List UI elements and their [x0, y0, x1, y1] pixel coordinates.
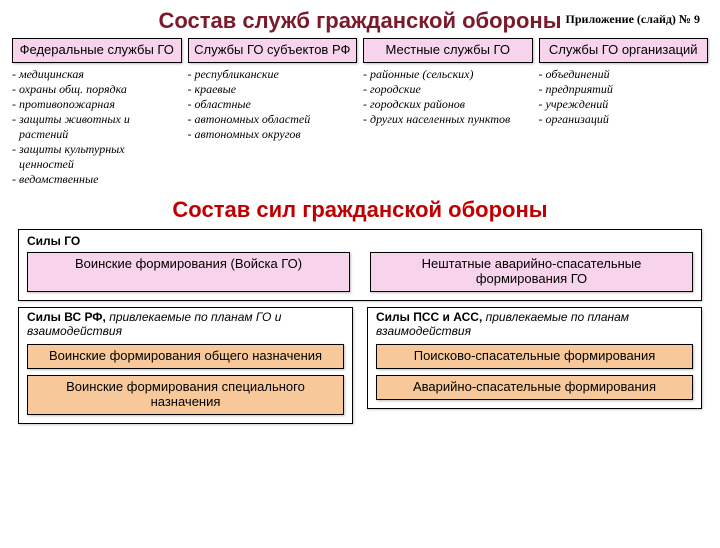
list-item: - республиканские [188, 67, 358, 82]
list-item: - других населенных пунктов [363, 112, 533, 127]
box-vs-common: Воинские формирования общего назначения [27, 344, 344, 369]
box-voinskie-go: Воинские формирования (Войска ГО) [27, 252, 350, 292]
col-local: Местные службы ГО - районные (сельских)-… [363, 38, 533, 187]
forces-go-label-b: Силы ГО [27, 234, 80, 248]
annex-label: Приложение (слайд) № 9 [566, 12, 700, 27]
box-vs-special: Воинские формирования специального назна… [27, 375, 344, 415]
list-item: - объединений [539, 67, 709, 82]
col-subjects: Службы ГО субъектов РФ - республиканские… [188, 38, 358, 187]
list-item: - городские [363, 82, 533, 97]
services-columns: Федеральные службы ГО - медицинская- охр… [0, 34, 720, 187]
box-neshtat: Нештатные аварийно-спасательные формиров… [370, 252, 693, 292]
col-federal: Федеральные службы ГО - медицинская- охр… [12, 38, 182, 187]
lower-left: Силы ВС РФ, привлекаемые по планам ГО и … [18, 307, 353, 424]
forces-vs-label: Силы ВС РФ, привлекаемые по планам ГО и … [27, 310, 344, 338]
forces-pss-stack: Поисково-спасательные формирования Авари… [376, 344, 693, 400]
lower-right: Силы ПСС и АСС, привлекаемые по планам в… [367, 307, 702, 424]
list-item: - защиты животных и растений [12, 112, 182, 142]
forces-vs-label-b: Силы ВС РФ, [27, 310, 106, 324]
hdr-local: Местные службы ГО [363, 38, 533, 63]
forces-pss-label-b: Силы ПСС и АСС, [376, 310, 482, 324]
forces-go-label: Силы ГО [27, 234, 693, 248]
forces-go-row: Воинские формирования (Войска ГО) Нештат… [27, 252, 693, 292]
list-item: - районные (сельских) [363, 67, 533, 82]
hdr-subjects: Службы ГО субъектов РФ [188, 38, 358, 63]
list-item: - учреждений [539, 97, 709, 112]
list-item: - предприятий [539, 82, 709, 97]
list-item: - защиты культурных ценностей [12, 142, 182, 172]
title-forces: Состав сил гражданской обороны [0, 197, 720, 223]
forces-vs-stack: Воинские формирования общего назначения … [27, 344, 344, 415]
lower-row: Силы ВС РФ, привлекаемые по планам ГО и … [18, 307, 702, 424]
list-item: - организаций [539, 112, 709, 127]
hdr-org: Службы ГО организаций [539, 38, 709, 63]
forces-go-box: Силы ГО Воинские формирования (Войска ГО… [18, 229, 702, 301]
list-item: - городских районов [363, 97, 533, 112]
list-org: - объединений- предприятий- учреждений- … [539, 67, 709, 127]
list-item: - медицинская [12, 67, 182, 82]
box-pss-search: Поисково-спасательные формирования [376, 344, 693, 369]
list-federal: - медицинская- охраны общ. порядка- прот… [12, 67, 182, 187]
list-local: - районные (сельских)- городские- городс… [363, 67, 533, 127]
box-pss-rescue: Аварийно-спасательные формирования [376, 375, 693, 400]
list-item: - областные [188, 97, 358, 112]
list-subjects: - республиканские- краевые- областные- а… [188, 67, 358, 142]
list-item: - краевые [188, 82, 358, 97]
hdr-federal: Федеральные службы ГО [12, 38, 182, 63]
list-item: - автономных округов [188, 127, 358, 142]
list-item: - ведомственные [12, 172, 182, 187]
forces-pss-box: Силы ПСС и АСС, привлекаемые по планам в… [367, 307, 702, 409]
forces-vs-box: Силы ВС РФ, привлекаемые по планам ГО и … [18, 307, 353, 424]
list-item: - автономных областей [188, 112, 358, 127]
list-item: - противопожарная [12, 97, 182, 112]
list-item: - охраны общ. порядка [12, 82, 182, 97]
forces-pss-label: Силы ПСС и АСС, привлекаемые по планам в… [376, 310, 693, 338]
col-org: Службы ГО организаций - объединений- пре… [539, 38, 709, 187]
